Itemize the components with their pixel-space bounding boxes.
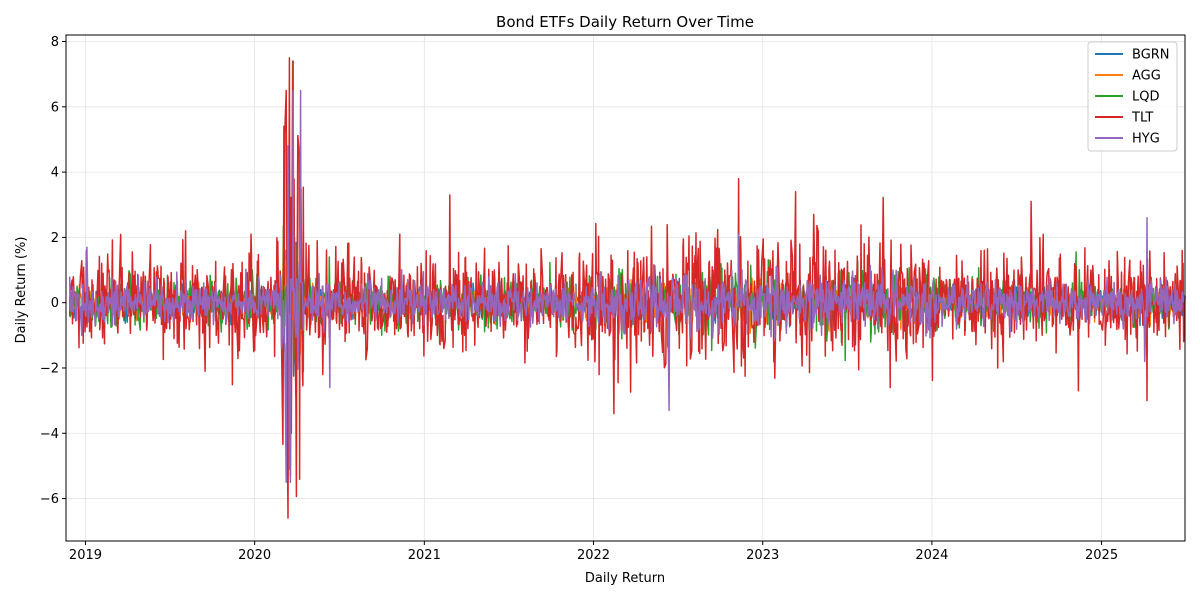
x-axis-label: Daily Return	[585, 571, 665, 586]
y-tick-label: −4	[40, 427, 59, 442]
y-tick-label: 8	[51, 35, 59, 50]
grid-lines	[66, 35, 1185, 541]
legend-label-agg: AGG	[1132, 69, 1161, 84]
x-tick-label: 2025	[1085, 548, 1118, 563]
y-tick-label: 6	[51, 100, 59, 115]
series-lines	[68, 57, 1186, 519]
legend-label-bgrn: BGRN	[1132, 48, 1170, 63]
x-tick-label: 2022	[577, 548, 610, 563]
y-axis-label: Daily Return (%)	[14, 237, 29, 344]
y-tick-label: −2	[40, 361, 59, 376]
y-tick-label: 0	[51, 296, 59, 311]
x-tick-label: 2020	[238, 548, 271, 563]
chart-title: Bond ETFs Daily Return Over Time	[496, 13, 754, 31]
x-tick-label: 2019	[69, 548, 102, 563]
y-tick-label: 2	[51, 231, 59, 246]
legend-label-tlt: TLT	[1131, 111, 1153, 126]
x-tick-label: 2024	[915, 548, 948, 563]
series-line-hyg	[68, 89, 1186, 483]
x-tick-label: 2021	[408, 548, 441, 563]
y-tick-label: 4	[51, 166, 59, 181]
legend-box	[1087, 41, 1178, 152]
axis-ticks: −6 −4 −2 0 2 4 6 8 2019 2020 2021 2022 2023 2024 2025	[40, 35, 1118, 563]
legend: BGRN AGG LQD TLT HYG	[1087, 41, 1178, 152]
y-tick-label: −6	[40, 492, 59, 507]
x-tick-label: 2023	[746, 548, 779, 563]
legend-label-lqd: LQD	[1132, 90, 1160, 105]
plot-frame	[65, 34, 1186, 542]
legend-label-hyg: HYG	[1132, 132, 1160, 147]
